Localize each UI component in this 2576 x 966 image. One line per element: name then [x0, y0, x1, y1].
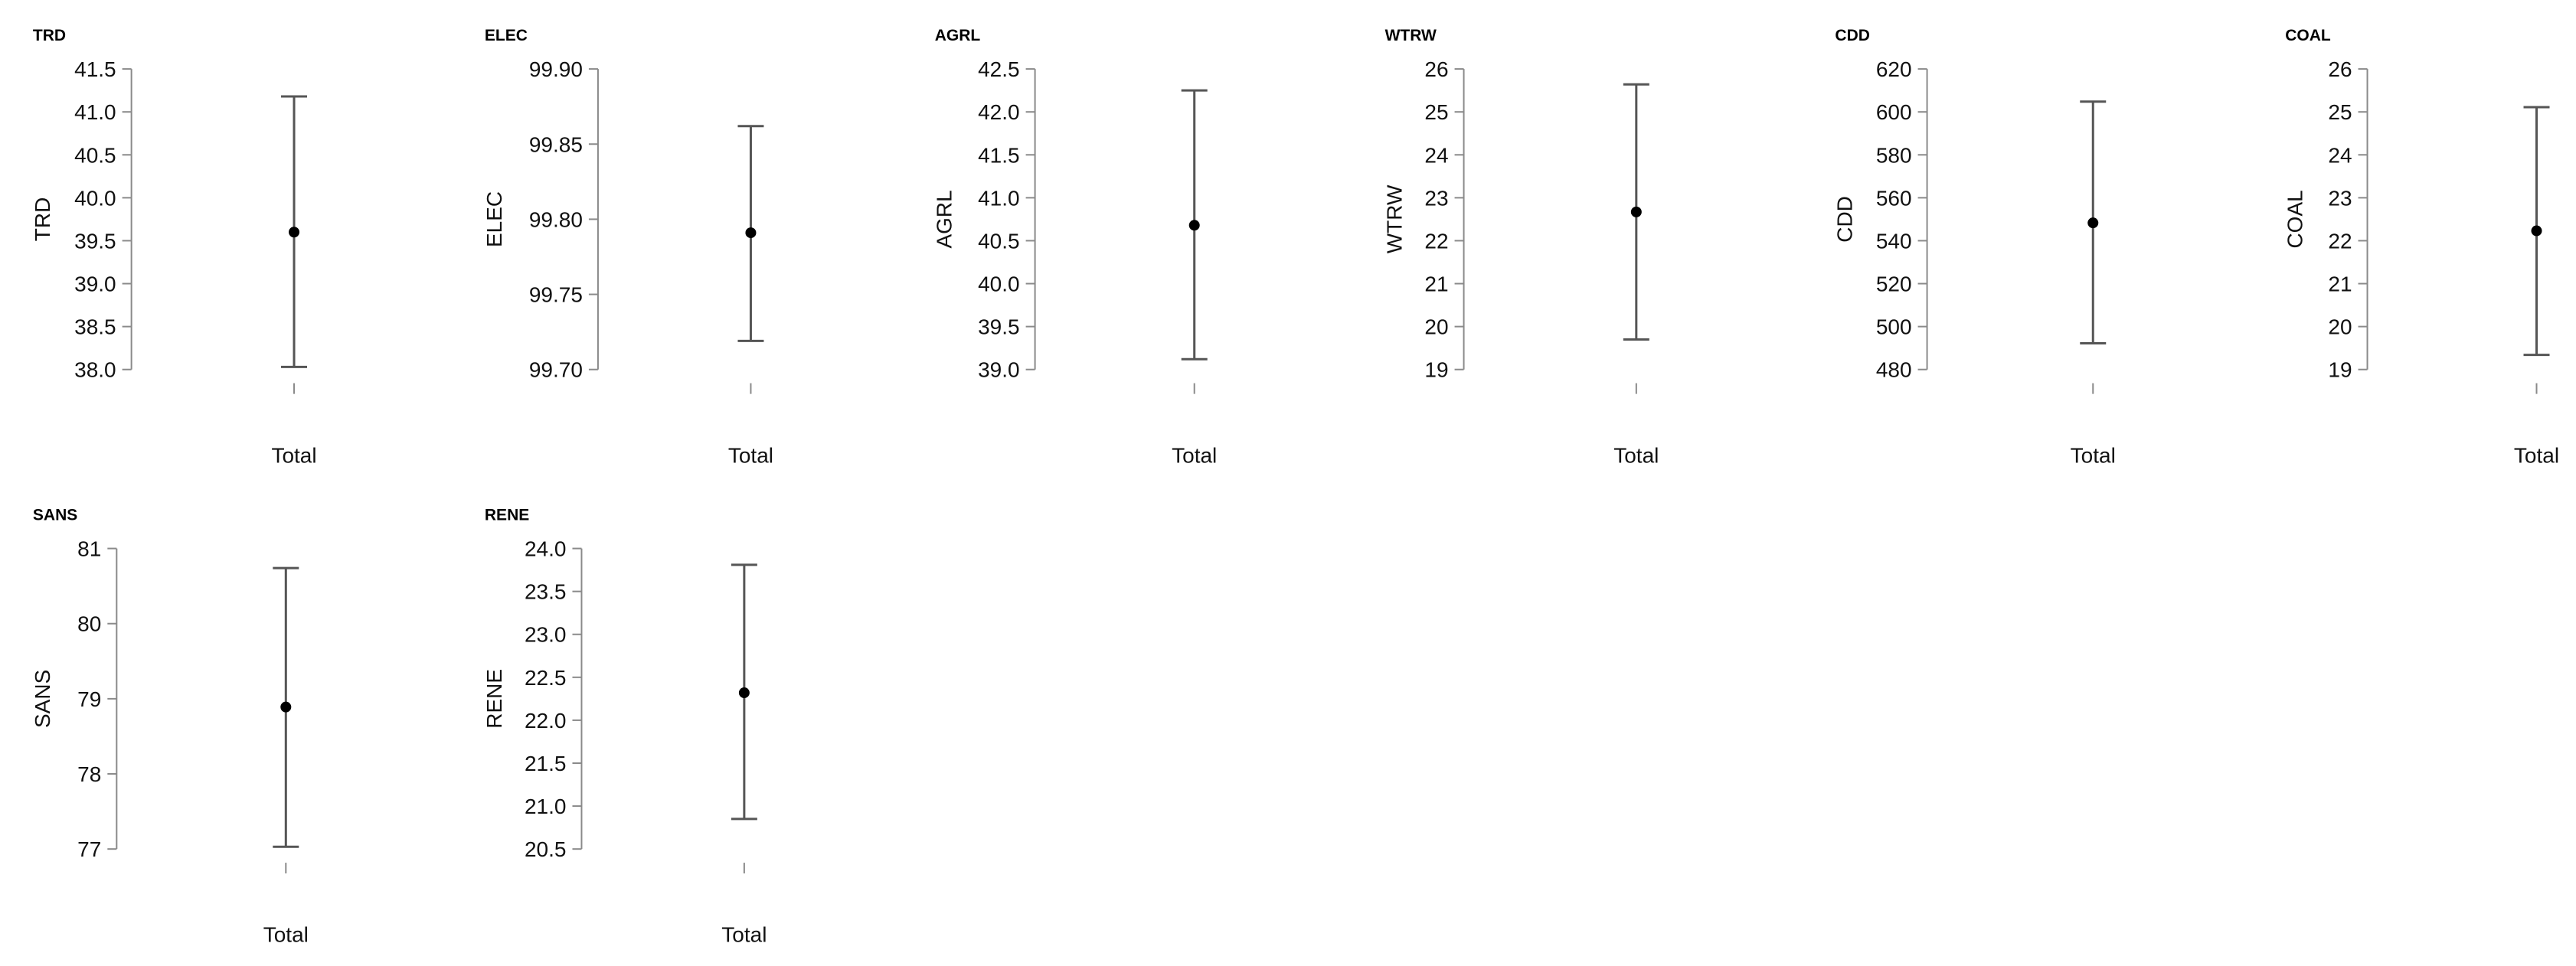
- y-tick-label-coal: 22: [2328, 229, 2352, 253]
- y-tick-label-trd: 38.0: [74, 358, 116, 382]
- mean-point-sans: [280, 701, 292, 713]
- mean-point-wtrw: [1630, 206, 1642, 217]
- x-category-label-sans: Total: [263, 923, 309, 947]
- y-tick-label-agrl: 40.0: [978, 273, 1020, 296]
- y-tick-label-cdd: 520: [1876, 273, 1912, 296]
- panel-title-trd: TRD: [33, 27, 66, 44]
- y-tick-label-trd: 41.5: [74, 57, 116, 81]
- y-tick-label-elec: 99.90: [529, 57, 583, 81]
- x-category-label-trd: Total: [271, 443, 316, 467]
- y-tick-label-agrl: 42.5: [978, 57, 1020, 81]
- y-tick-label-rene: 23.5: [525, 580, 567, 604]
- y-axis-title-elec: ELEC: [482, 191, 506, 247]
- y-axis-title-agrl: AGRL: [933, 190, 956, 248]
- x-category-label-rene: Total: [721, 923, 767, 947]
- y-tick-label-cdd: 620: [1876, 57, 1912, 81]
- panel-title-rene: RENE: [485, 507, 529, 524]
- y-tick-label-rene: 21.0: [525, 795, 567, 818]
- y-tick-label-sans: 79: [77, 687, 101, 711]
- y-tick-label-cdd: 600: [1876, 100, 1912, 124]
- x-category-label-agrl: Total: [1172, 443, 1217, 467]
- panel-title-sans: SANS: [33, 507, 77, 524]
- y-tick-label-trd: 38.5: [74, 315, 116, 339]
- y-tick-label-agrl: 42.0: [978, 100, 1020, 124]
- y-tick-label-wtrw: 21: [1424, 273, 1448, 296]
- y-tick-label-elec: 99.85: [529, 132, 583, 156]
- x-category-label-wtrw: Total: [1613, 443, 1659, 467]
- y-tick-label-wtrw: 24: [1424, 143, 1448, 167]
- y-tick-label-agrl: 41.5: [978, 143, 1020, 167]
- y-tick-label-rene: 21.5: [525, 752, 567, 775]
- y-axis-title-rene: RENE: [482, 669, 506, 729]
- y-tick-label-sans: 77: [77, 837, 101, 861]
- y-tick-label-elec: 99.80: [529, 207, 583, 231]
- panel-title-wtrw: WTRW: [1385, 27, 1437, 44]
- panel-title-cdd: CDD: [1835, 27, 1870, 44]
- x-category-label-coal: Total: [2514, 443, 2559, 467]
- y-tick-label-cdd: 480: [1876, 358, 1912, 382]
- y-tick-label-elec: 99.75: [529, 283, 583, 307]
- y-tick-label-rene: 22.0: [525, 709, 567, 733]
- y-tick-label-coal: 24: [2328, 143, 2352, 167]
- y-axis-title-coal: COAL: [2283, 190, 2306, 248]
- y-axis-title-sans: SANS: [31, 670, 54, 728]
- y-tick-label-cdd: 500: [1876, 315, 1912, 339]
- y-axis-title-wtrw: WTRW: [1383, 184, 1407, 253]
- y-tick-label-rene: 20.5: [525, 837, 567, 861]
- y-tick-label-trd: 41.0: [74, 100, 116, 124]
- y-tick-label-agrl: 41.0: [978, 186, 1020, 210]
- y-tick-label-rene: 22.5: [525, 666, 567, 690]
- y-tick-label-coal: 23: [2328, 186, 2352, 210]
- mean-point-rene: [738, 687, 750, 699]
- y-tick-label-trd: 39.5: [74, 229, 116, 253]
- x-category-label-cdd: Total: [2071, 443, 2116, 467]
- y-tick-label-cdd: 560: [1876, 186, 1912, 210]
- mean-point-coal: [2531, 225, 2542, 237]
- y-tick-label-trd: 39.0: [74, 273, 116, 296]
- y-axis-title-cdd: CDD: [1832, 196, 1856, 243]
- y-tick-label-rene: 23.0: [525, 623, 567, 647]
- y-tick-label-agrl: 40.5: [978, 229, 1020, 253]
- y-tick-label-coal: 26: [2328, 57, 2352, 81]
- panel-title-elec: ELEC: [485, 27, 528, 44]
- y-tick-label-agrl: 39.0: [978, 358, 1020, 382]
- y-tick-label-trd: 40.0: [74, 186, 116, 210]
- y-axis-title-trd: TRD: [31, 197, 54, 242]
- y-tick-label-wtrw: 20: [1424, 315, 1448, 339]
- y-tick-label-cdd: 540: [1876, 229, 1912, 253]
- mean-point-trd: [289, 227, 300, 238]
- x-category-label-elec: Total: [728, 443, 773, 467]
- y-tick-label-wtrw: 22: [1424, 229, 1448, 253]
- y-tick-label-trd: 40.5: [74, 143, 116, 167]
- y-tick-label-cdd: 580: [1876, 143, 1912, 167]
- y-tick-label-wtrw: 25: [1424, 100, 1448, 124]
- y-tick-label-wtrw: 26: [1424, 57, 1448, 81]
- mean-point-elec: [745, 227, 757, 239]
- y-tick-label-elec: 99.70: [529, 358, 583, 382]
- panel-title-agrl: AGRL: [935, 27, 981, 44]
- y-tick-label-rene: 24.0: [525, 537, 567, 561]
- y-tick-label-agrl: 39.5: [978, 315, 1020, 339]
- y-tick-label-wtrw: 19: [1424, 358, 1448, 382]
- panel-title-coal: COAL: [2285, 27, 2331, 44]
- mean-point-cdd: [2087, 217, 2099, 229]
- y-tick-label-sans: 81: [77, 537, 101, 561]
- y-tick-label-coal: 25: [2328, 100, 2352, 124]
- y-tick-label-coal: 19: [2328, 358, 2352, 382]
- y-tick-label-sans: 80: [77, 612, 101, 636]
- y-tick-label-wtrw: 23: [1424, 186, 1448, 210]
- mean-point-agrl: [1188, 220, 1200, 231]
- y-tick-label-sans: 78: [77, 762, 101, 786]
- y-tick-label-coal: 21: [2328, 273, 2352, 296]
- y-tick-label-coal: 20: [2328, 315, 2352, 339]
